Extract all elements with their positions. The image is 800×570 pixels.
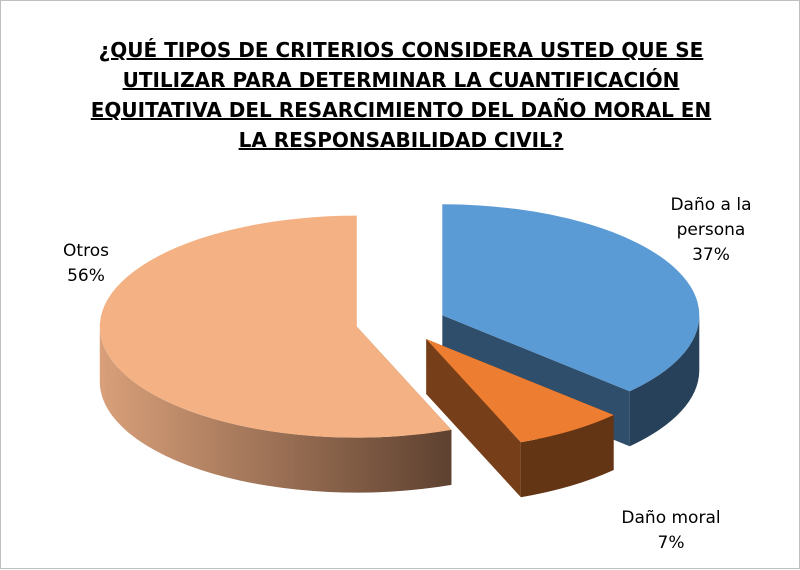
slice-side (629, 315, 700, 447)
slice-side (426, 339, 521, 498)
category-label: Daño a la persona (670, 195, 752, 240)
slice-label: Daño a la persona 37% (651, 193, 771, 268)
slice-top (426, 339, 614, 443)
value-label: 7% (657, 533, 685, 553)
slice-side (520, 415, 614, 498)
slice-top (442, 204, 700, 392)
slice-side (99, 326, 452, 493)
chart-title: ¿QUÉ TIPOS DE CRITERIOS CONSIDERA USTED … (90, 38, 712, 152)
value-label: 37% (692, 245, 730, 265)
slice-label: Otros 56% (36, 239, 136, 289)
category-label: Daño moral (621, 508, 721, 528)
slice-label: Daño moral 7% (591, 506, 751, 556)
slice-top (99, 215, 452, 438)
value-label: 56% (67, 266, 105, 286)
category-label: Otros (63, 241, 109, 261)
